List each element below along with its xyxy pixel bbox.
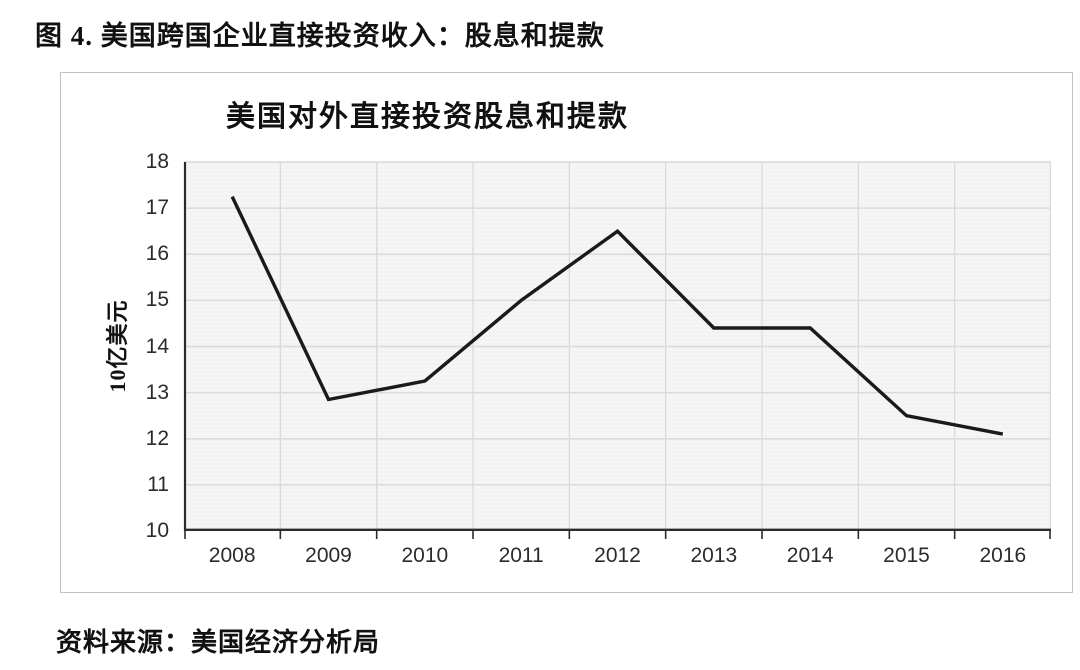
chart-frame: 美国对外直接投资股息和提款 10亿美元 10 11 12 13 14 15 16 17 18 2… [60,72,1073,593]
line-chart-svg [183,161,1051,539]
y-tick-label: 17 [145,196,169,220]
source-note: 资料来源：美国经济分析局 [56,628,381,657]
x-tick-label: 2015 [883,544,930,567]
x-tick-label: 2008 [208,544,256,567]
x-tick-label: 2016 [979,544,1027,567]
series-line [230,195,1004,436]
y-tick-label: 16 [145,242,169,266]
x-tick-label: 2012 [594,544,641,567]
y-tick-label: 14 [145,334,169,358]
x-tick-label: 2010 [401,544,449,567]
x-tick-label: 2011 [498,544,544,567]
y-tick-label: 18 [145,150,169,173]
y-tick-label: 13 [145,380,169,404]
chart-title: 美国对外直接投资股息和提款 [226,101,630,133]
plot-area [183,161,1051,539]
y-tick-label: 11 [147,472,169,496]
y-tick-label: 10 [145,519,169,542]
y-tick-label: 15 [145,288,169,312]
figure-caption: 图 4. 美国跨国企业直接投资收入：股息和提款 [35,21,605,51]
x-tick-label: 2014 [786,544,834,567]
x-tick-label: 2009 [305,544,352,567]
y-tick-label: 12 [145,426,169,450]
x-tick-label: 2013 [690,544,738,567]
